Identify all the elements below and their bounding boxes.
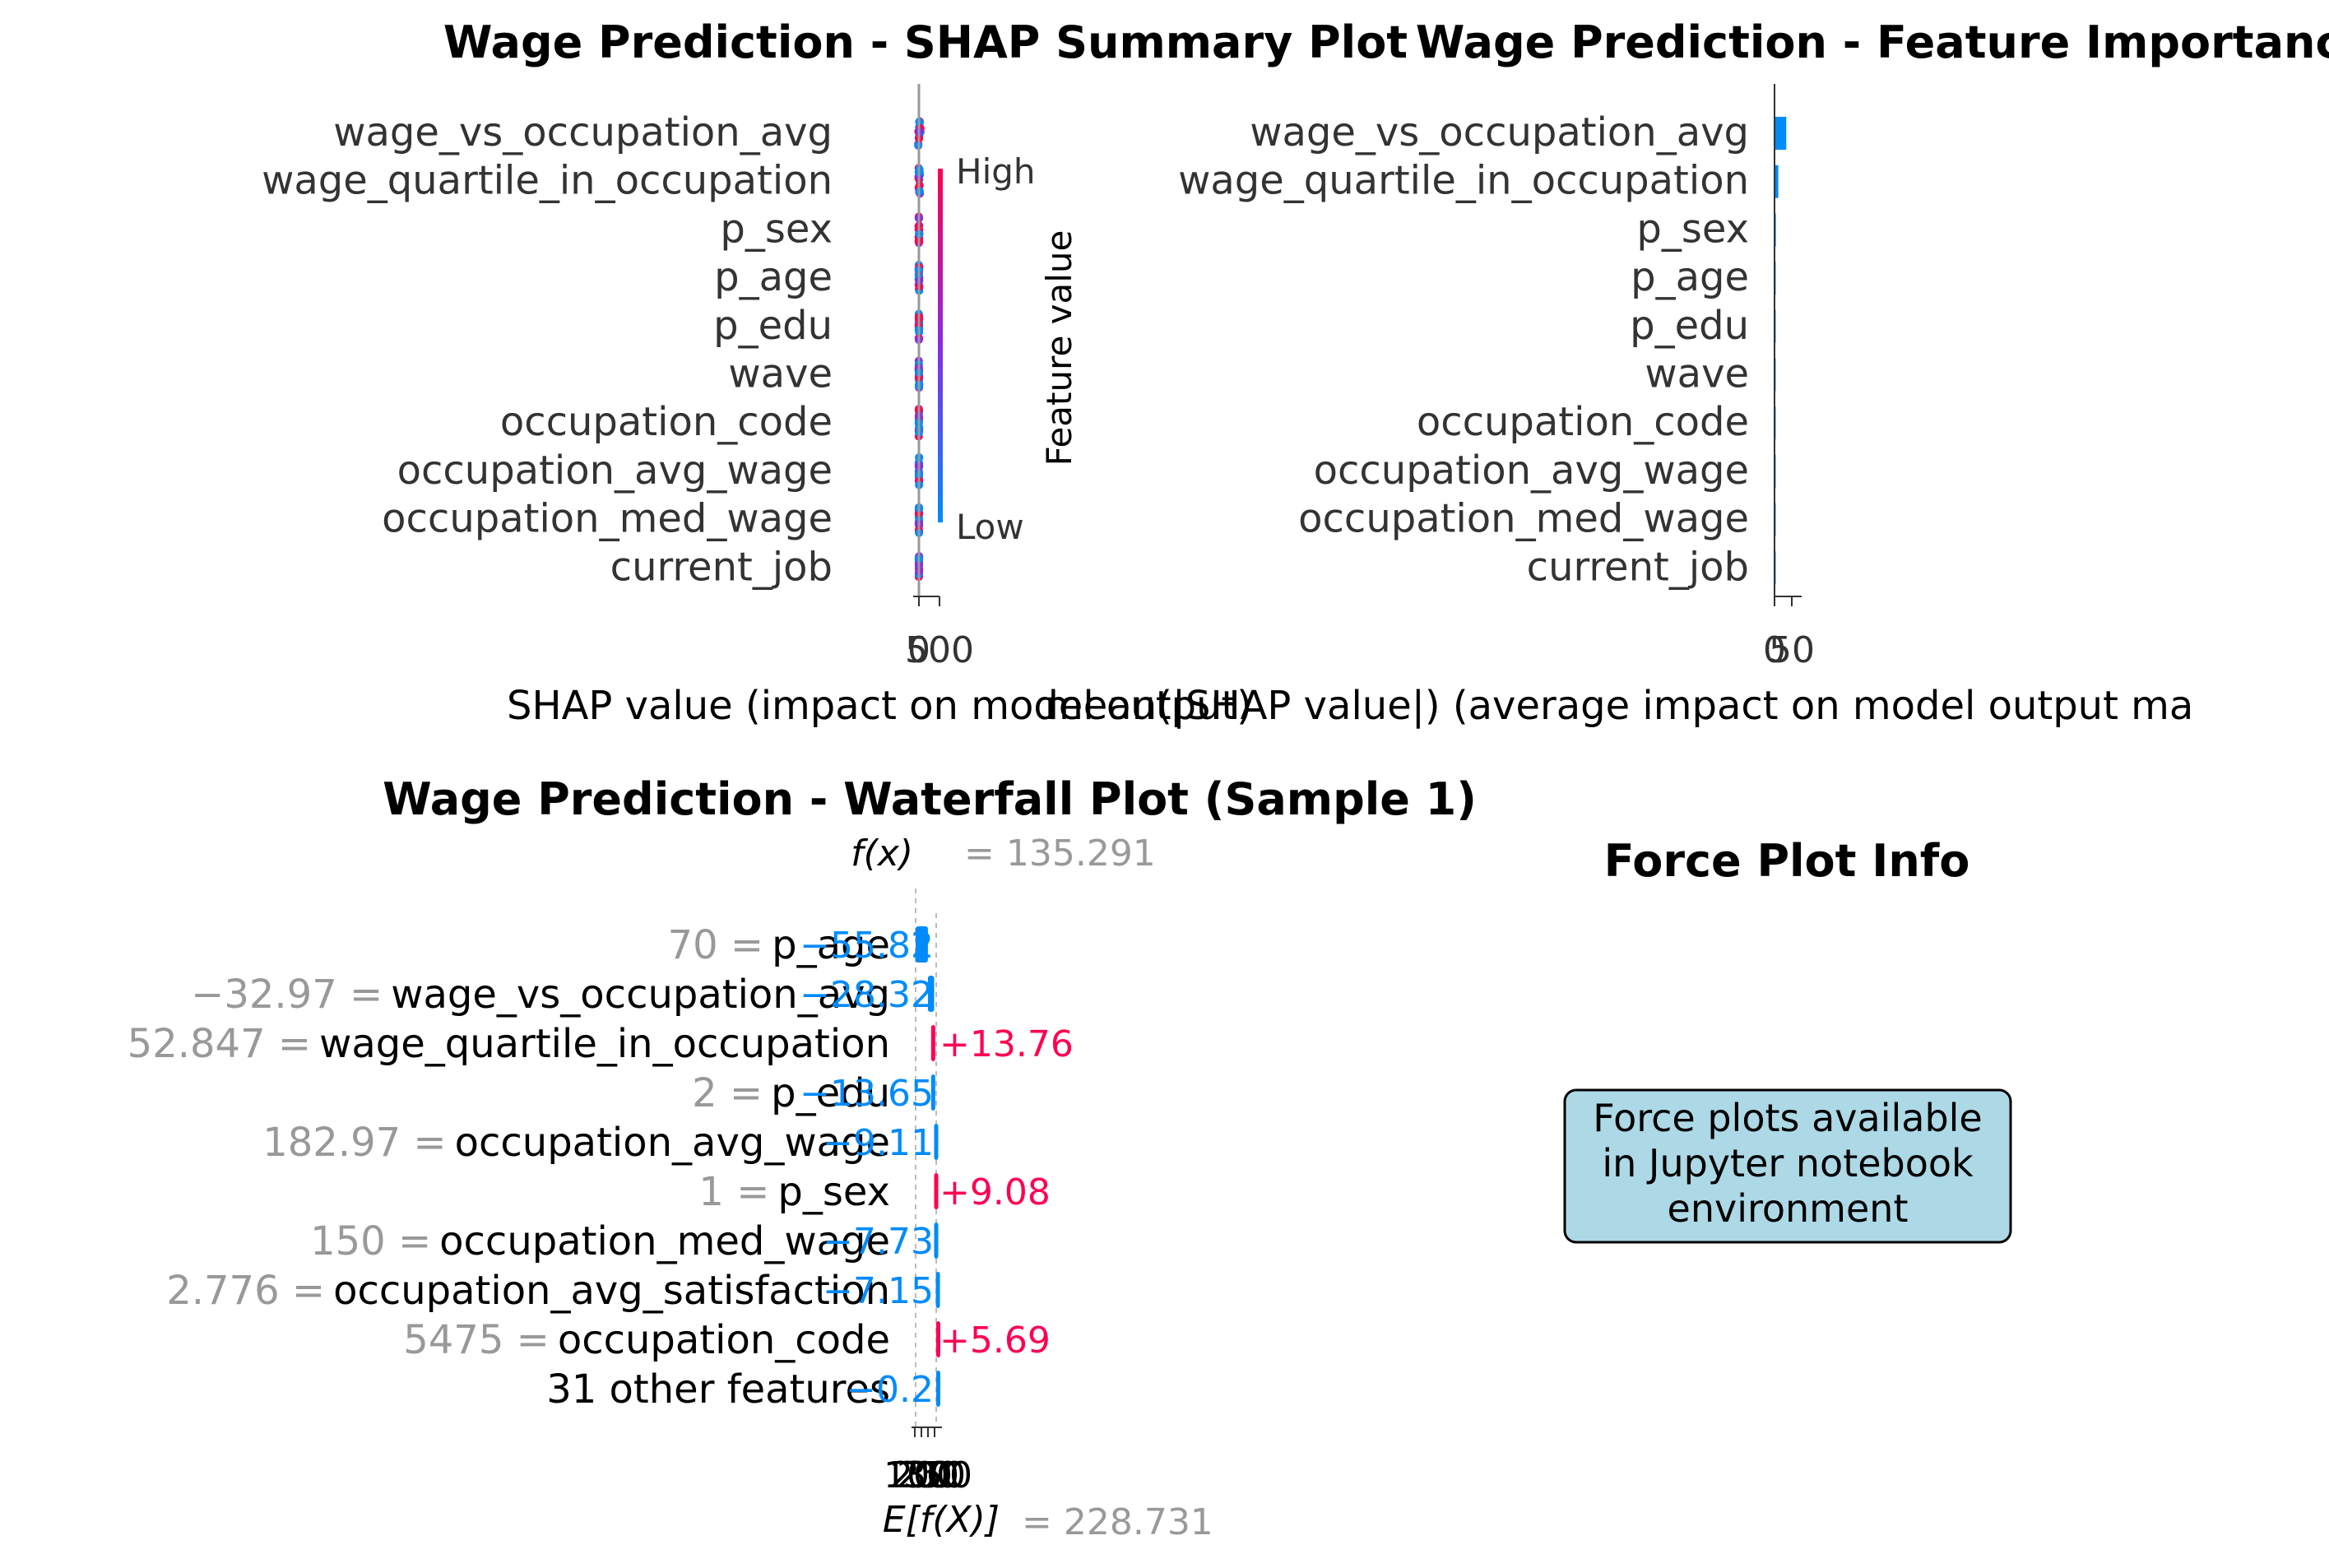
- waterfall-shap-label: +9.08: [939, 1171, 1051, 1213]
- shap-summary-tick-label: 500: [905, 629, 974, 671]
- waterfall-bar: [935, 1371, 940, 1407]
- feature-importance-label: occupation_avg_wage: [1314, 448, 1749, 494]
- waterfall-efx-value: = 228.731: [1022, 1501, 1213, 1543]
- waterfall-shap-label: −9.11: [823, 1122, 934, 1164]
- shap-summary-feature-label: occupation_med_wage: [382, 496, 833, 542]
- force-plot-info-line-2: in Jupyter notebook: [1602, 1141, 1974, 1185]
- waterfall-efx-label: E[f(X)]: [883, 1499, 1000, 1541]
- feature-importance-label: wage_vs_occupation_avg: [1250, 109, 1749, 155]
- waterfall-feature-label: 31 other features: [546, 1366, 890, 1413]
- shap-summary-panel: Wage Prediction - SHAP Summary Plot wage…: [262, 16, 1408, 729]
- feature-importance-tick-label: 0: [1763, 629, 1786, 671]
- shap-summary-feature-label: occupation_code: [500, 399, 833, 445]
- waterfall-feature-label: occupation_code: [558, 1317, 890, 1363]
- waterfall-feature-label: occupation_avg_satisfaction: [333, 1268, 890, 1314]
- shap-summary-tick-label: 0: [907, 629, 930, 671]
- waterfall-panel: Wage Prediction - Waterfall Plot (Sample…: [128, 773, 1477, 1543]
- waterfall-feature-value: 2.776 =: [166, 1268, 325, 1314]
- feature-value-colorbar: [938, 169, 943, 522]
- shap-summary-feature-label: occupation_avg_wage: [397, 448, 833, 494]
- feature-importance-label: occupation_med_wage: [1298, 496, 1749, 542]
- waterfall-feature-value: 150 =: [310, 1218, 431, 1264]
- feature-importance-title: Wage Prediction - Feature Importance: [1416, 16, 2329, 68]
- force-plot-info-line-1: Force plots available: [1593, 1096, 1982, 1140]
- waterfall-bar: [927, 976, 935, 1012]
- waterfall-feature-value: 2 =: [692, 1070, 763, 1116]
- force-plot-info-line-3: environment: [1668, 1186, 1909, 1231]
- waterfall-feature-value: 70 =: [668, 922, 764, 968]
- feature-importance-label: p_sex: [1636, 206, 1749, 252]
- feature-importance-panel: Wage Prediction - Feature Importance wag…: [1045, 16, 2329, 729]
- shap-summary-feature-label: wage_quartile_in_occupation: [262, 158, 833, 204]
- waterfall-feature-label: wage_vs_occupation_avg: [391, 972, 890, 1018]
- feature-importance-bar: [1775, 165, 1779, 198]
- waterfall-tick-label: 100: [884, 1454, 953, 1496]
- colorbar-high-label: High: [956, 151, 1036, 192]
- waterfall-feature-value: 5475 =: [403, 1317, 550, 1363]
- waterfall-tick-label: 300: [903, 1454, 972, 1496]
- waterfall-bar: [930, 1025, 935, 1061]
- waterfall-shap-label: −13.65: [800, 1073, 934, 1115]
- feature-importance-label: current_job: [1527, 544, 1749, 590]
- colorbar-axis-label: Feature value: [1039, 230, 1079, 466]
- waterfall-shap-label: +13.76: [939, 1023, 1074, 1065]
- feature-importance-label: wave: [1645, 351, 1749, 397]
- shap-summary-feature-label: p_age: [714, 254, 833, 300]
- feature-importance-label: wage_quartile_in_occupation: [1178, 158, 1749, 204]
- waterfall-shap-label: −55.82: [800, 925, 934, 967]
- waterfall-feature-value: 1 =: [698, 1169, 769, 1215]
- waterfall-feature-label: p_sex: [777, 1169, 890, 1215]
- waterfall-shap-label: −7.15: [823, 1270, 934, 1312]
- waterfall-bar: [935, 1321, 940, 1357]
- shap-summary-title: Wage Prediction - SHAP Summary Plot: [443, 16, 1408, 68]
- waterfall-feature-value: 52.847 =: [128, 1021, 311, 1067]
- feature-importance-label: p_edu: [1630, 303, 1749, 349]
- waterfall-title: Wage Prediction - Waterfall Plot (Sample…: [383, 773, 1477, 825]
- waterfall-feature-value: −32.97 =: [191, 972, 383, 1018]
- waterfall-bar: [934, 1124, 939, 1160]
- waterfall-bar: [930, 1074, 935, 1111]
- waterfall-feature-label: p_age: [772, 922, 890, 968]
- waterfall-feature-label: occupation_med_wage: [439, 1218, 890, 1264]
- shap-summary-feature-label: wave: [728, 351, 833, 397]
- feature-importance-label: p_age: [1631, 254, 1749, 300]
- waterfall-feature-label: wage_quartile_in_occupation: [319, 1021, 890, 1067]
- waterfall-bar: [934, 1173, 939, 1209]
- force-plot-info-box: [1563, 1088, 2012, 1244]
- waterfall-feature-value: 182.97 =: [262, 1120, 446, 1166]
- shap-summary-feature-label: wage_vs_occupation_avg: [333, 109, 833, 155]
- waterfall-shap-label: −7.73: [823, 1221, 934, 1263]
- shap-summary-x-label: SHAP value (impact on model output): [507, 683, 1252, 729]
- waterfall-bar: [915, 926, 928, 963]
- waterfall-shap-label: +5.69: [939, 1320, 1051, 1362]
- waterfall-bar: [934, 1222, 939, 1259]
- force-plot-title: Force Plot Info: [1604, 835, 1970, 887]
- waterfall-fx-value: = 135.291: [964, 833, 1156, 874]
- waterfall-shap-label: −0.2: [846, 1369, 934, 1411]
- feature-importance-bar: [1775, 117, 1787, 150]
- feature-importance-tick-label: 50: [1769, 629, 1815, 671]
- force-plot-panel: Force Plot Info Force plots available in…: [1563, 835, 2012, 1244]
- waterfall-tick-label: 200: [890, 1454, 959, 1496]
- waterfall-feature-label: occupation_avg_wage: [455, 1120, 890, 1166]
- colorbar-low-label: Low: [956, 507, 1024, 547]
- shap-summary-feature-label: p_edu: [713, 303, 833, 349]
- waterfall-bar: [935, 1272, 940, 1308]
- shap-summary-feature-label: current_job: [610, 544, 833, 590]
- waterfall-feature-label: p_edu: [771, 1070, 890, 1116]
- waterfall-fx-label: f(x): [851, 833, 913, 874]
- waterfall-tick-label: 250: [897, 1454, 966, 1496]
- feature-importance-x-label: mean(|SHAP value|) (average impact on mo…: [1045, 683, 2193, 729]
- waterfall-shap-label: −28.32: [800, 974, 934, 1016]
- feature-importance-label: occupation_code: [1417, 399, 1749, 445]
- shap-summary-feature-label: p_sex: [720, 206, 833, 252]
